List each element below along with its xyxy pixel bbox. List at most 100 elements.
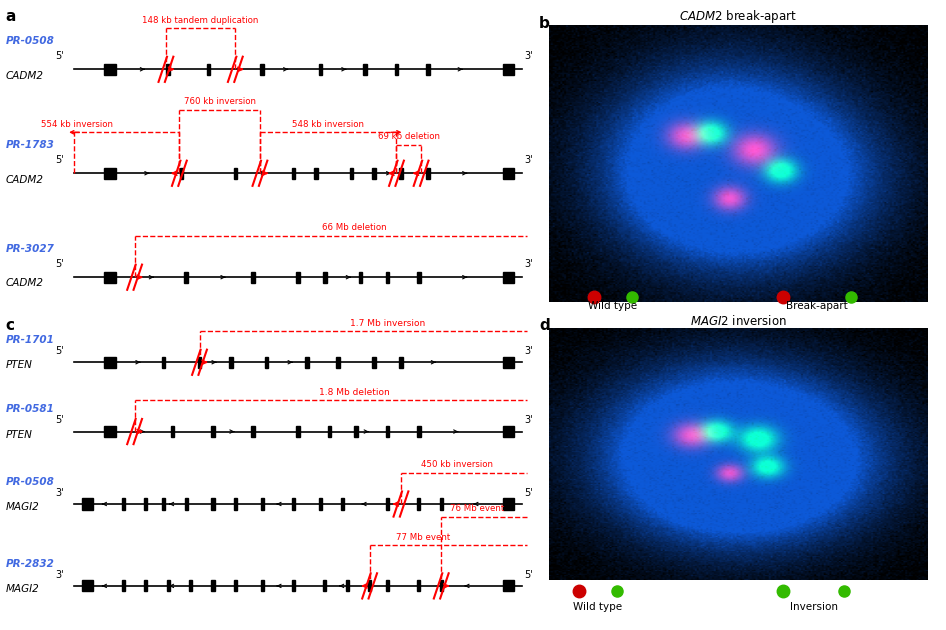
Bar bbox=[184, 272, 188, 283]
Bar bbox=[252, 272, 255, 283]
Bar bbox=[417, 272, 421, 283]
Bar bbox=[171, 426, 174, 437]
Text: 3': 3' bbox=[55, 488, 63, 498]
Bar bbox=[319, 498, 322, 510]
Bar bbox=[327, 426, 331, 437]
Bar bbox=[234, 580, 236, 592]
Text: 3': 3' bbox=[524, 260, 534, 270]
Text: 5': 5' bbox=[55, 346, 63, 356]
Bar bbox=[166, 64, 170, 75]
Text: PR-1701: PR-1701 bbox=[6, 335, 54, 345]
Text: 5': 5' bbox=[55, 52, 63, 61]
Bar bbox=[184, 498, 187, 510]
Bar bbox=[502, 580, 514, 592]
Text: a: a bbox=[6, 9, 16, 25]
Bar bbox=[104, 168, 115, 179]
Bar bbox=[314, 168, 318, 179]
Bar bbox=[502, 498, 514, 510]
Bar bbox=[104, 272, 115, 283]
Bar bbox=[189, 580, 192, 592]
Bar bbox=[260, 64, 264, 75]
Bar bbox=[502, 426, 514, 437]
Bar bbox=[386, 272, 390, 283]
Bar bbox=[373, 357, 376, 368]
Bar bbox=[162, 498, 166, 510]
Bar bbox=[386, 426, 390, 437]
Bar bbox=[426, 168, 429, 179]
Bar bbox=[363, 64, 367, 75]
Bar bbox=[502, 64, 514, 75]
Bar bbox=[234, 498, 236, 510]
Bar bbox=[306, 357, 308, 368]
Text: 3': 3' bbox=[524, 156, 534, 165]
Text: 450 kb inversion: 450 kb inversion bbox=[421, 461, 493, 469]
Text: PR-2832: PR-2832 bbox=[6, 559, 54, 569]
Bar bbox=[386, 580, 389, 592]
Text: 76 Mb event: 76 Mb event bbox=[450, 505, 504, 513]
Bar bbox=[337, 357, 340, 368]
Text: Inversion: Inversion bbox=[790, 602, 837, 612]
Text: 3': 3' bbox=[524, 346, 534, 356]
Bar bbox=[291, 168, 295, 179]
Text: 5': 5' bbox=[524, 488, 534, 498]
Title: $\it{CADM2}$ break-apart: $\it{CADM2}$ break-apart bbox=[679, 8, 797, 25]
Bar bbox=[359, 272, 362, 283]
Bar bbox=[345, 580, 349, 592]
Text: 5': 5' bbox=[55, 260, 63, 270]
Bar bbox=[417, 580, 420, 592]
Bar bbox=[260, 580, 264, 592]
Text: 5': 5' bbox=[524, 570, 534, 580]
Bar bbox=[211, 580, 215, 592]
Text: 554 kb inversion: 554 kb inversion bbox=[41, 120, 113, 129]
Bar bbox=[319, 64, 323, 75]
Bar bbox=[166, 580, 169, 592]
Bar bbox=[399, 168, 403, 179]
Text: Break-apart: Break-apart bbox=[786, 301, 849, 311]
Bar bbox=[394, 64, 398, 75]
Bar bbox=[324, 580, 326, 592]
Bar bbox=[265, 357, 269, 368]
Text: PR-0508: PR-0508 bbox=[6, 477, 54, 487]
Text: 3': 3' bbox=[524, 52, 534, 61]
Text: b: b bbox=[539, 16, 550, 31]
Text: 3': 3' bbox=[55, 570, 63, 580]
Text: c: c bbox=[6, 318, 14, 333]
Bar bbox=[440, 580, 443, 592]
Text: 69 kb deletion: 69 kb deletion bbox=[377, 132, 440, 141]
Text: Wild type: Wild type bbox=[588, 301, 638, 311]
Text: MAGI2: MAGI2 bbox=[6, 584, 39, 594]
Text: 77 Mb event: 77 Mb event bbox=[396, 533, 450, 542]
Bar bbox=[234, 168, 237, 179]
Bar bbox=[292, 498, 295, 510]
Bar bbox=[206, 64, 210, 75]
Bar bbox=[502, 168, 514, 179]
Text: 1.8 Mb deletion: 1.8 Mb deletion bbox=[320, 388, 390, 397]
Bar bbox=[296, 272, 300, 283]
Text: PR-1783: PR-1783 bbox=[6, 140, 54, 150]
Bar bbox=[342, 498, 344, 510]
Bar bbox=[252, 426, 255, 437]
Bar bbox=[104, 357, 115, 368]
Text: PR-0581: PR-0581 bbox=[6, 404, 54, 415]
Text: 5': 5' bbox=[55, 415, 63, 425]
Bar bbox=[122, 580, 125, 592]
Title: $\it{MAGI2}$ inversion: $\it{MAGI2}$ inversion bbox=[690, 314, 786, 328]
Text: 548 kb inversion: 548 kb inversion bbox=[292, 120, 364, 129]
Bar bbox=[350, 168, 354, 179]
Text: 3': 3' bbox=[524, 415, 534, 425]
Bar bbox=[502, 357, 514, 368]
Bar bbox=[122, 498, 125, 510]
Text: PTEN: PTEN bbox=[6, 360, 32, 370]
Bar bbox=[104, 426, 115, 437]
Bar bbox=[386, 498, 389, 510]
Bar bbox=[144, 498, 148, 510]
Text: d: d bbox=[539, 318, 550, 333]
Bar bbox=[417, 426, 421, 437]
Bar bbox=[260, 498, 264, 510]
Text: CADM2: CADM2 bbox=[6, 71, 44, 81]
Bar bbox=[82, 498, 94, 510]
Bar bbox=[373, 168, 376, 179]
Bar bbox=[440, 498, 443, 510]
Text: 760 kb inversion: 760 kb inversion bbox=[184, 98, 255, 106]
Text: CADM2: CADM2 bbox=[6, 175, 44, 185]
